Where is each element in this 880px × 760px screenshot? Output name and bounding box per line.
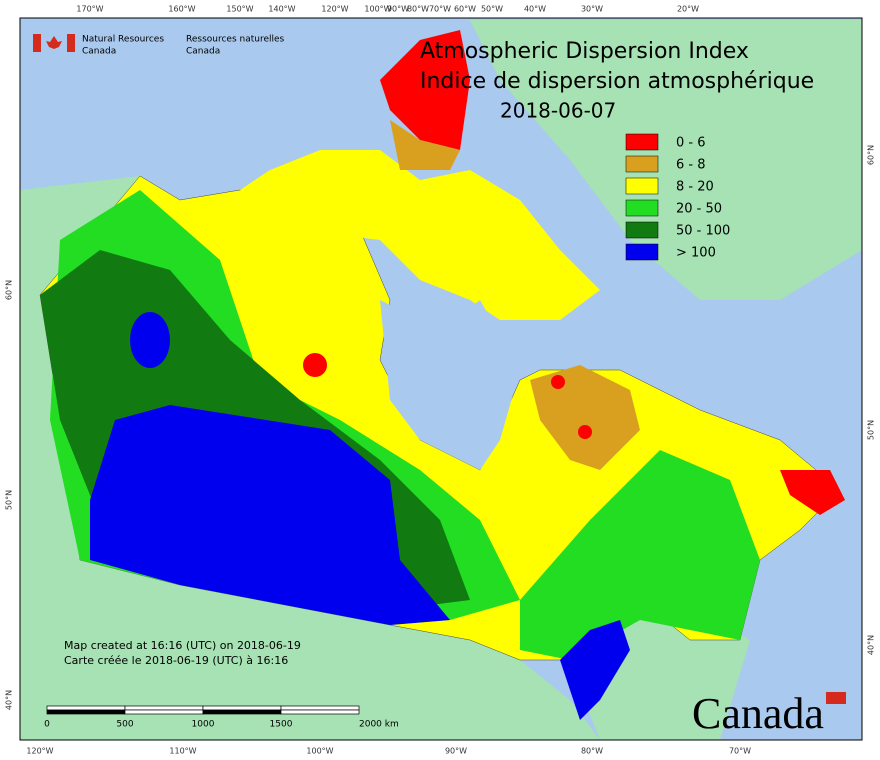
credit: Carte créée le 2018-06-19 (UTC) à 16:16	[64, 654, 288, 667]
lon-label: 50°W	[481, 5, 503, 14]
ontario-blue	[560, 620, 630, 720]
lat-label: 40°N	[867, 635, 876, 655]
flag-bar	[33, 34, 41, 52]
scale-segment	[202, 709, 282, 715]
lon-label: 80°W	[407, 5, 429, 14]
ellesmere-orange	[390, 120, 460, 170]
lat-label: 60°N	[867, 145, 876, 165]
lon-label: 110°W	[169, 747, 196, 756]
agency: Canada	[82, 47, 116, 57]
lon-label: 140°W	[268, 5, 295, 14]
lat-label: 50°N	[5, 490, 14, 510]
scale-segment	[202, 705, 282, 711]
credit: Map created at 16:16 (UTC) on 2018-06-19	[64, 639, 301, 652]
labrador-orange	[530, 365, 640, 470]
lon-label: 70°W	[729, 747, 751, 756]
scale-label: 1000	[192, 720, 215, 730]
lon-label: 20°W	[677, 5, 699, 14]
legend-label: 6 - 8	[676, 158, 706, 173]
scale-label: 1500	[270, 720, 293, 730]
agency: Natural Resources	[82, 35, 164, 45]
header: Natural Resources Canada Ressources natu…	[33, 34, 285, 57]
title: Indice de dispersion atmosphérique	[420, 69, 814, 94]
lon-label: 100°W	[364, 5, 391, 14]
scale-segment	[124, 709, 204, 715]
wordmark: Canada	[692, 689, 824, 738]
lon-label: 120°W	[321, 5, 348, 14]
frame	[19, 17, 863, 741]
prairies-blue	[90, 405, 450, 625]
legend-swatch	[625, 133, 659, 151]
lon-label: 70°W	[429, 5, 451, 14]
lon-label: 170°W	[76, 5, 103, 14]
legend-swatch	[625, 243, 659, 261]
lon-label: 40°W	[524, 5, 546, 14]
east-green	[520, 450, 760, 660]
legend-label: > 100	[676, 246, 716, 261]
legend-swatch	[625, 221, 659, 239]
greenland	[470, 20, 862, 300]
flag-leaf	[46, 36, 62, 49]
flag-bar	[67, 34, 75, 52]
red-spot	[303, 353, 327, 377]
arctic-islands	[240, 150, 600, 320]
lon-label: 60°W	[454, 5, 476, 14]
nw-blue	[130, 312, 170, 368]
lon-label: 90°W	[387, 5, 409, 14]
legend-label: 20 - 50	[676, 202, 722, 217]
lon-label: 120°W	[26, 747, 53, 756]
map-area	[20, 18, 862, 740]
legend-swatch	[625, 155, 659, 173]
lon-label: 160°W	[168, 5, 195, 14]
lon-label: 90°W	[445, 747, 467, 756]
scale-label: 2000 km	[359, 720, 399, 730]
scale-segment	[124, 705, 204, 711]
lon-label: 30°W	[581, 5, 603, 14]
lon-label: 80°W	[581, 747, 603, 756]
alaska-usa	[20, 176, 600, 740]
lat-label: 40°N	[5, 690, 14, 710]
lon-label: 100°W	[306, 747, 333, 756]
lat-label: 60°N	[5, 280, 14, 300]
newfoundland	[780, 470, 845, 515]
scale-segment	[46, 705, 126, 711]
scale-segment	[280, 705, 360, 711]
agency: Canada	[186, 47, 220, 57]
date: 2018-06-07	[500, 99, 616, 123]
legend-swatch	[625, 199, 659, 217]
ellesmere	[380, 30, 470, 150]
red-spot	[578, 425, 592, 439]
agency: Ressources naturelles	[186, 35, 285, 45]
title: Atmospheric Dispersion Index	[420, 39, 749, 64]
red-spot	[551, 375, 565, 389]
scale-segment	[280, 709, 360, 715]
scale-label: 0	[44, 720, 50, 730]
legend-label: 8 - 20	[676, 180, 714, 195]
legend-label: 50 - 100	[676, 224, 730, 239]
scale-segment	[46, 709, 126, 715]
legend-swatch	[625, 177, 659, 195]
wordmark-flag	[826, 692, 846, 704]
legend-label: 0 - 6	[676, 136, 706, 151]
lon-label: 150°W	[226, 5, 253, 14]
lat-label: 50°N	[867, 420, 876, 440]
scale-label: 500	[116, 720, 133, 730]
hudson-bay	[380, 300, 520, 470]
